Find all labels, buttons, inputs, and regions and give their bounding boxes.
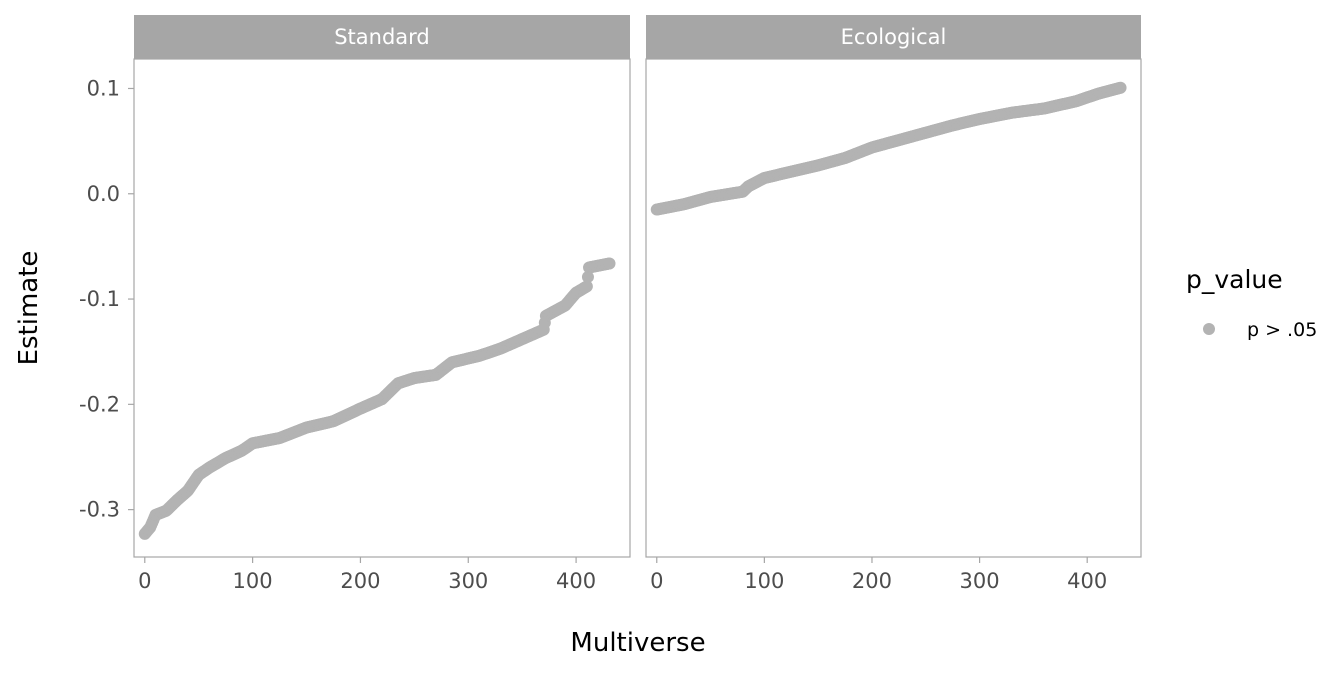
legend-title: p_value <box>1186 265 1283 294</box>
x-tick-label: 0 <box>138 569 151 593</box>
x-tick-label: 100 <box>233 569 273 593</box>
strip-background <box>134 15 630 59</box>
x-tick-label: 0 <box>650 569 663 593</box>
y-tick-label: 0.0 <box>87 182 120 206</box>
x-tick-label: 100 <box>744 569 784 593</box>
strip-label: Ecological <box>841 25 947 49</box>
y-axis-title: Estimate <box>14 251 44 366</box>
panels-layer: Standard 0 100 200 300 400 Ecological 0 100 200 30… <box>133 15 1142 593</box>
x-tick-label: 300 <box>448 569 488 593</box>
legend-label: p > .05 <box>1247 319 1317 341</box>
data-point <box>580 280 593 293</box>
panel-border <box>645 58 1142 558</box>
x-tick-label: 400 <box>1067 569 1107 593</box>
y-tick-label: -0.2 <box>79 392 120 416</box>
strip-background <box>646 15 1141 59</box>
x-tick-label: 200 <box>340 569 380 593</box>
data-point <box>1114 81 1127 94</box>
x-tick-label: 300 <box>960 569 1000 593</box>
points-standard <box>138 257 616 540</box>
y-axis: 0.1 0.0 -0.1 -0.2 -0.3 <box>79 76 134 522</box>
strip-label: Standard <box>334 25 430 49</box>
data-point <box>581 270 594 283</box>
legend-key-point <box>1203 323 1215 335</box>
x-tick-label: 400 <box>556 569 596 593</box>
legend: p_value p > .05 <box>1186 265 1317 341</box>
x-axis-title: Multiverse <box>570 628 705 658</box>
panel-border <box>133 58 631 558</box>
y-tick-label: 0.1 <box>87 76 120 100</box>
points-ecological <box>650 81 1127 216</box>
y-tick-label: -0.1 <box>79 287 120 311</box>
data-point <box>603 257 616 270</box>
y-tick-label: -0.3 <box>79 498 120 522</box>
panel-standard: Standard 0 100 200 300 400 <box>133 15 631 593</box>
x-tick-label: 200 <box>852 569 892 593</box>
panel-ecological: Ecological 0 100 200 300 400 <box>645 15 1142 593</box>
